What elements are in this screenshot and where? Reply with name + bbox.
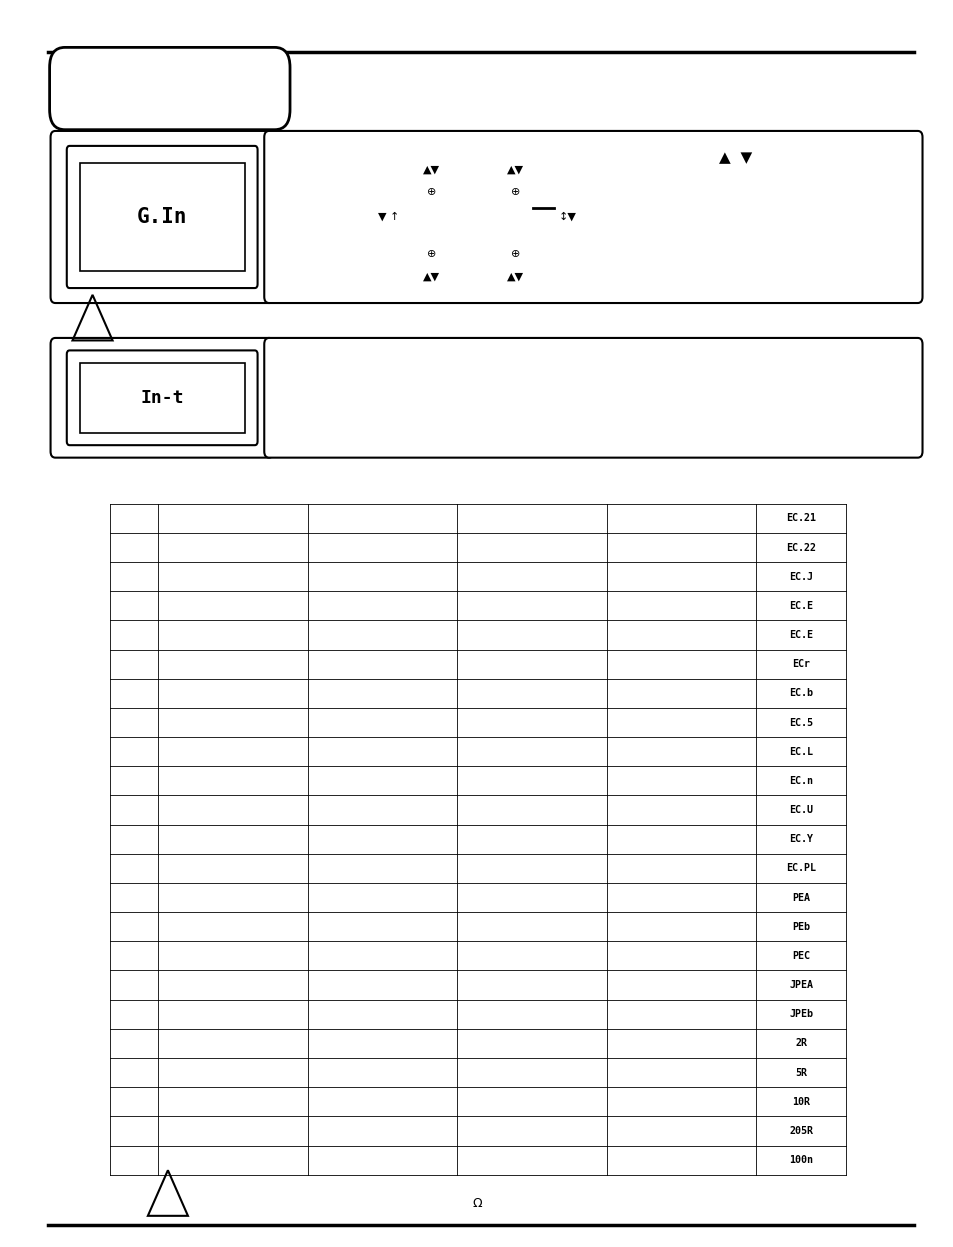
Text: ▲▼: ▲▼ xyxy=(506,272,523,282)
Text: ▲▼: ▲▼ xyxy=(422,272,439,282)
Text: 100n: 100n xyxy=(788,1155,813,1165)
Text: 2R: 2R xyxy=(795,1039,806,1049)
Text: EC.U: EC.U xyxy=(788,806,813,816)
Text: ▲▼: ▲▼ xyxy=(506,165,523,175)
Text: ⊕: ⊕ xyxy=(510,187,519,197)
Text: ↕▼: ↕▼ xyxy=(558,212,577,222)
FancyBboxPatch shape xyxy=(51,338,274,458)
Text: PEA: PEA xyxy=(792,893,809,903)
Bar xyxy=(80,363,244,433)
Text: 205R: 205R xyxy=(788,1126,813,1136)
Text: PEC: PEC xyxy=(792,951,809,961)
FancyBboxPatch shape xyxy=(67,350,257,445)
Text: EC.PL: EC.PL xyxy=(785,863,816,873)
Text: EC.E: EC.E xyxy=(788,630,813,640)
Text: PEb: PEb xyxy=(792,922,809,932)
Text: Ω: Ω xyxy=(472,1197,481,1210)
Text: ⊕: ⊕ xyxy=(426,249,436,259)
Text: ▼ ↑: ▼ ↑ xyxy=(377,212,398,222)
Text: EC.E: EC.E xyxy=(788,601,813,611)
Text: EC.5: EC.5 xyxy=(788,717,813,727)
Text: 10R: 10R xyxy=(792,1097,809,1107)
Text: ▲▼: ▲▼ xyxy=(422,165,439,175)
Text: EC.22: EC.22 xyxy=(785,542,816,552)
FancyBboxPatch shape xyxy=(50,47,290,130)
Bar xyxy=(80,163,244,271)
FancyBboxPatch shape xyxy=(264,338,922,458)
Text: ⊕: ⊕ xyxy=(426,187,436,197)
Text: JPEb: JPEb xyxy=(788,1009,813,1019)
Text: EC.J: EC.J xyxy=(788,571,813,581)
Text: In-t: In-t xyxy=(140,389,184,407)
FancyBboxPatch shape xyxy=(67,146,257,288)
Text: G.In: G.In xyxy=(137,207,187,227)
FancyBboxPatch shape xyxy=(51,131,274,303)
Text: EC.n: EC.n xyxy=(788,776,813,786)
Text: EC.L: EC.L xyxy=(788,747,813,757)
Text: EC.Y: EC.Y xyxy=(788,834,813,844)
Text: ECr: ECr xyxy=(792,660,809,670)
Text: EC.21: EC.21 xyxy=(785,514,816,524)
Text: EC.b: EC.b xyxy=(788,688,813,698)
FancyBboxPatch shape xyxy=(264,131,922,303)
Text: JPEA: JPEA xyxy=(788,980,813,990)
Text: ▲  ▼: ▲ ▼ xyxy=(719,151,752,166)
Text: ⊕: ⊕ xyxy=(510,249,519,259)
Text: 5R: 5R xyxy=(795,1067,806,1077)
